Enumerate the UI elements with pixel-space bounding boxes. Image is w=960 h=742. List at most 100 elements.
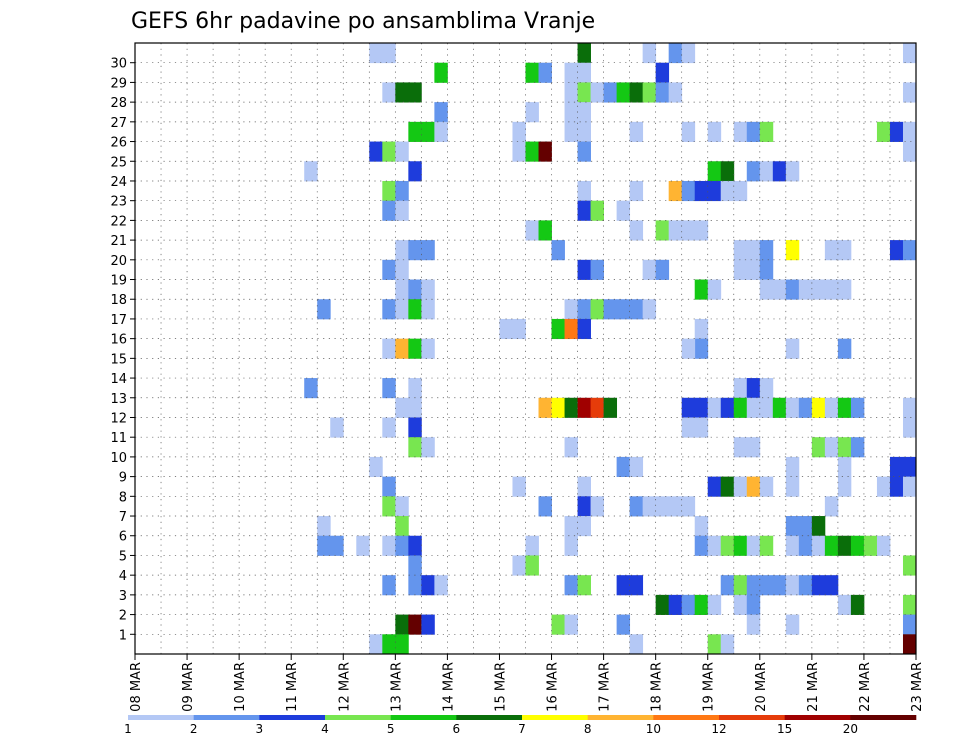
heatmap-cell [603,299,618,320]
heatmap-cell [382,535,396,556]
heatmap-cell [681,121,696,142]
heatmap-cell [642,82,657,103]
heatmap-cell [408,240,422,261]
heatmap-cell [850,535,865,556]
heatmap-cell [395,279,409,300]
heatmap-cell [902,240,917,261]
y-tick-label: 23 [110,195,127,210]
heatmap-cell [668,180,683,202]
x-tick-label: 15 MAR [493,662,508,712]
x-tick-label: 21 MAR [806,662,821,712]
y-tick-label: 12 [110,411,127,426]
heatmap-cell [746,535,761,556]
heatmap-cell [837,279,852,300]
heatmap-cell [707,594,722,615]
heatmap-cell [434,62,448,83]
heatmap-cell [902,456,917,478]
heatmap-cell [746,240,761,261]
y-tick-label: 5 [119,549,127,564]
heatmap-cell [837,594,852,615]
heatmap-cell [759,259,774,280]
y-tick-label: 7 [119,510,127,525]
colorbar-swatch [522,715,588,720]
heatmap-cell [564,82,578,103]
heatmap-cell [876,535,891,556]
heatmap-cell [369,141,383,162]
heatmap-cell [577,141,591,162]
heatmap-cell [694,318,709,340]
heatmap-cell [590,299,604,320]
heatmap-cell [564,575,578,596]
heatmap-cell [382,82,396,103]
heatmap-cell [577,299,591,320]
heatmap-cell [642,496,657,517]
heatmap-cell [681,417,696,438]
heatmap-cell [902,476,917,497]
heatmap-cell [785,476,800,497]
heatmap-cell [395,634,409,655]
heatmap-cell [681,594,696,615]
heatmap-cell [733,259,748,280]
heatmap-cell [577,476,591,497]
heatmap-cell [564,437,578,458]
heatmap-cell [733,121,748,142]
colorbar-label: 6 [453,722,461,736]
heatmap-cell [668,43,683,64]
y-tick-label: 18 [110,293,127,308]
heatmap-cell [733,594,748,615]
heatmap-cell [668,82,683,103]
heatmap-cell [434,102,448,123]
heatmap-cell [629,220,644,241]
y-tick-label: 11 [110,431,127,446]
heatmap-cell [837,240,852,261]
y-tick-label: 15 [110,352,127,367]
x-tick-label: 17 MAR [598,662,613,712]
heatmap-cell [408,417,422,438]
heatmap-cell [564,299,578,320]
heatmap-cell [382,378,396,399]
heatmap-cell [382,200,396,221]
heatmap-cell [785,535,800,556]
heatmap-cell [629,456,644,478]
heatmap-cell [720,575,735,596]
heatmap-cell [655,259,670,280]
heatmap-cell [759,240,774,261]
colorbar-swatch [587,715,654,720]
heatmap-cell [382,417,396,438]
colorbar-swatch [259,715,326,720]
heatmap-cell [655,82,670,103]
heatmap-cell [577,200,591,221]
heatmap-cell [720,634,735,655]
y-tick-label: 16 [110,333,127,348]
heatmap-cell [785,397,800,418]
y-tick-label: 4 [119,569,127,584]
heatmap-cell [551,397,565,418]
x-tick-label: 16 MAR [546,662,561,712]
heatmap-cell [317,516,331,537]
y-tick-label: 3 [119,589,127,604]
y-tick-label: 14 [110,372,127,387]
heatmap-cell [590,200,604,221]
y-tick-label: 10 [110,451,127,466]
heatmap-cell [590,397,604,418]
heatmap-cell [525,555,539,576]
heatmap-cell [564,121,578,142]
heatmap-cell [720,476,735,497]
heatmap-cell [798,575,813,596]
heatmap-cell [785,614,800,635]
heatmap-cell [538,62,552,83]
heatmap-cell [733,437,748,458]
heatmap-cell [629,299,644,320]
heatmap-cell [590,259,604,280]
heatmap-cell [733,240,748,261]
heatmap-cell [811,397,826,418]
x-tick-label: 08 MAR [129,662,144,712]
heatmap-cell [616,456,631,478]
colorbar-label: 12 [711,722,726,736]
heatmap-cell [382,259,396,280]
heatmap-cell [824,437,839,458]
heatmap-cell [564,535,578,556]
heatmap-cell [421,240,435,261]
heatmap-cell [408,575,422,596]
heatmap-cell [811,535,826,556]
